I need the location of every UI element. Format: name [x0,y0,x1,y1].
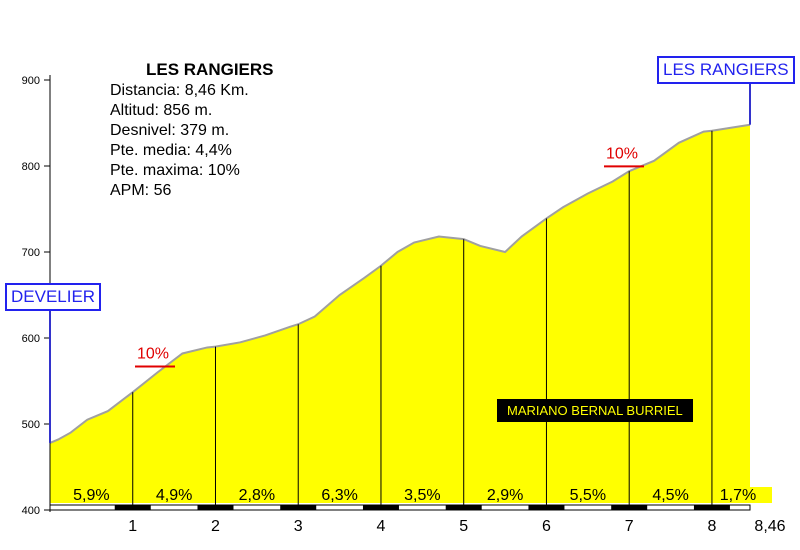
km-band-5 [445,505,482,510]
km-band-1 [114,505,151,510]
author-credit: MARIANO BERNAL BURRIEL [497,399,693,422]
x-tick-label-3: 3 [294,518,303,535]
x-tick-label-5: 5 [459,518,468,535]
x-tick-label-1: 1 [128,518,137,535]
segment-grade-1: 5,9% [73,487,109,504]
y-tick-label-900: 900 [22,75,40,87]
y-tick-label-700: 700 [22,247,40,259]
start-label: DEVELIER [5,283,102,311]
y-tick-label-600: 600 [22,333,40,345]
info-max-grade: Pte. maxima: 10% [110,162,240,179]
x-tick-label-6: 6 [542,518,551,535]
segment-grade-2: 4,9% [156,487,192,504]
y-tick-label-400: 400 [22,505,40,517]
x-tick-label-8: 8 [707,518,716,535]
grade-strip [50,487,772,503]
info-altitude: Altitud: 856 m. [110,102,213,119]
km-band-2 [197,505,234,510]
segment-grade-8: 4,5% [652,487,688,504]
x-tick-label-4: 4 [377,518,386,535]
segment-grade-6: 2,9% [487,487,523,504]
km-band-4 [362,505,399,510]
km-band-7 [611,505,648,510]
km-band-3 [280,505,317,510]
y-tick-label-800: 800 [22,161,40,173]
segment-grade-9: 1,7% [720,487,756,504]
info-distance: Distancia: 8,46 Km. [110,82,249,99]
segment-grade-7: 5,5% [570,487,606,504]
x-tick-label-2: 2 [211,518,220,535]
max-grade-label-2: 10% [606,145,638,162]
segment-grade-4: 6,3% [321,487,357,504]
end-label: LES RANGIERS [657,56,795,84]
info-elevation-gain: Desnivel: 379 m. [110,122,230,139]
climb-info-panel: LES RANGIERS Distancia: 8,46 Km. Altitud… [110,60,274,201]
km-band-6 [528,505,565,510]
max-grade-label-1: 10% [137,345,169,362]
x-tick-label-8,46: 8,46 [754,518,785,535]
info-apm: APM: 56 [110,182,172,199]
y-tick-label-500: 500 [22,419,40,431]
km-band-8 [693,505,730,510]
x-axis [49,504,751,511]
segment-grade-5: 3,5% [404,487,440,504]
segment-grade-3: 2,8% [239,487,275,504]
climb-title: LES RANGIERS [146,60,274,79]
profile-line [49,123,751,444]
info-average-grade: Pte. media: 4,4% [110,142,232,159]
x-tick-label-7: 7 [625,518,634,535]
